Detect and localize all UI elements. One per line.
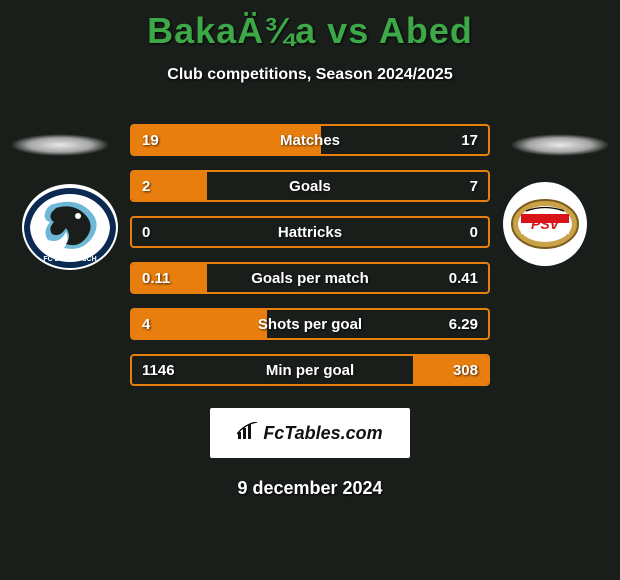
page-title: BakaÄ¾a vs Abed	[0, 0, 620, 52]
stat-value-right: 17	[461, 132, 478, 149]
svg-text:PSV: PSV	[531, 216, 561, 232]
stat-row: 1146Min per goal308	[130, 354, 490, 386]
stat-fill-left	[132, 172, 207, 200]
stat-row: 4Shots per goal6.29	[130, 308, 490, 340]
stat-label: Hattricks	[132, 224, 488, 241]
logo-shadow-right	[510, 134, 610, 156]
stat-fill-left	[132, 126, 321, 154]
stat-row: 19Matches17	[130, 124, 490, 156]
stats-list: 19Matches17 2Goals7 0Hattricks0 0.11Goals p…	[130, 124, 490, 386]
stat-value-right: 6.29	[449, 316, 478, 333]
svg-text:FC DEN BOSCH: FC DEN BOSCH	[43, 256, 96, 263]
stat-fill-right	[413, 356, 488, 384]
stat-row: 0Hattricks0	[130, 216, 490, 248]
club-logo-left: FC DEN BOSCH	[20, 182, 120, 272]
date-text: 9 december 2024	[0, 478, 620, 499]
stat-fill-left	[132, 310, 267, 338]
stat-value-right: 0	[470, 224, 478, 241]
logo-shadow-left	[10, 134, 110, 156]
stat-value-right: 7	[470, 178, 478, 195]
stat-value-right: 0.41	[449, 270, 478, 287]
brand-text: FcTables.com	[263, 423, 382, 444]
club-logo-right: PSV	[503, 182, 587, 266]
comparison-panel: FC DEN BOSCH PSV 19Matches17 2Goals7 0Hatt…	[0, 124, 620, 499]
chart-icon	[237, 422, 259, 445]
brand-box: FcTables.com	[210, 408, 410, 458]
subtitle: Club competitions, Season 2024/2025	[0, 66, 620, 84]
stat-row: 2Goals7	[130, 170, 490, 202]
stat-fill-left	[132, 264, 207, 292]
stat-value-left: 0	[142, 224, 150, 241]
stat-value-left: 1146	[142, 362, 175, 379]
stat-row: 0.11Goals per match0.41	[130, 262, 490, 294]
